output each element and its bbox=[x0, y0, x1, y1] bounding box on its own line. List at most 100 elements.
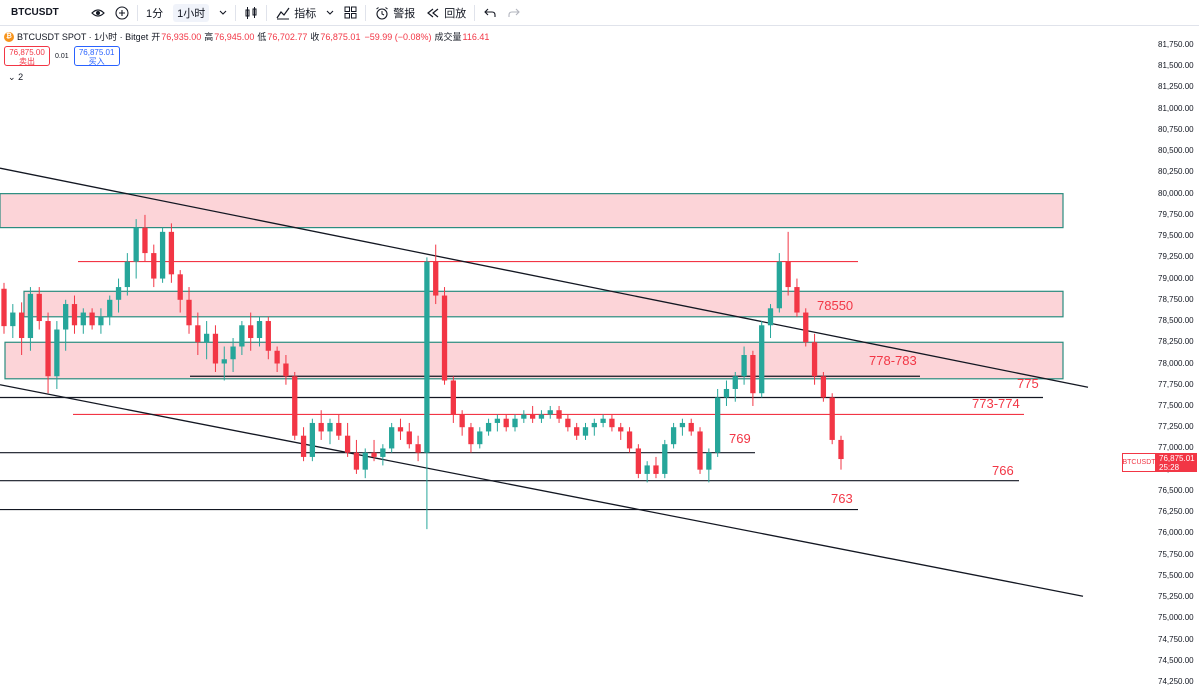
candle-body bbox=[389, 427, 395, 449]
rewind-icon bbox=[425, 5, 441, 21]
candle-body bbox=[415, 444, 421, 453]
candle-body bbox=[283, 363, 289, 377]
level-label-769: 769 bbox=[729, 431, 751, 446]
replay-button[interactable]: 回放 bbox=[420, 0, 471, 26]
candle-body bbox=[124, 261, 130, 288]
price-tick-label: 77,250.00 bbox=[1158, 422, 1194, 432]
candle-body bbox=[186, 299, 192, 326]
candle-body bbox=[538, 414, 545, 419]
chart-legend: ₿ BTCUSDT SPOT · 1小时 · Bitget 开 76,935.00… bbox=[4, 30, 489, 43]
candle-body bbox=[71, 304, 78, 326]
candle-body bbox=[380, 448, 386, 457]
interval-1m-button[interactable]: 1分 bbox=[146, 7, 164, 20]
current-price-value: 76,875.01 bbox=[1159, 454, 1195, 463]
price-tick-label: 79,500.00 bbox=[1158, 231, 1194, 241]
divider bbox=[266, 4, 268, 21]
redo-icon[interactable] bbox=[502, 0, 526, 26]
candle-body bbox=[89, 312, 95, 326]
indicators-toggle[interactable]: ⌄ 2 bbox=[8, 72, 23, 83]
watchlist-icon[interactable] bbox=[86, 0, 110, 26]
candle-body bbox=[168, 231, 175, 275]
candle-body bbox=[441, 295, 448, 381]
price-tick-label: 81,500.00 bbox=[1158, 61, 1194, 71]
sell-price: 76,875.00 bbox=[9, 48, 45, 57]
candle-body bbox=[230, 346, 236, 360]
candle-body bbox=[327, 422, 333, 432]
alarm-clock-icon bbox=[374, 5, 390, 21]
price-axis[interactable]: 81,750.00 81,500.00 81,250.00 81,000.00 80,7… bbox=[1146, 26, 1199, 700]
level-label-773-774: 773-774 bbox=[972, 396, 1020, 411]
candle-body bbox=[715, 397, 721, 453]
level-label-775: 775 bbox=[1017, 376, 1039, 391]
trend-line bbox=[0, 167, 1089, 388]
undo-icon[interactable] bbox=[478, 0, 502, 26]
layout-grid-icon[interactable] bbox=[339, 0, 362, 26]
price-tick-label: 75,500.00 bbox=[1158, 570, 1194, 580]
divider bbox=[365, 4, 367, 21]
price-tick-label: 81,000.00 bbox=[1158, 103, 1194, 113]
candle-body bbox=[195, 325, 201, 343]
price-tick-label: 81,750.00 bbox=[1158, 40, 1194, 49]
chevron-down-icon[interactable] bbox=[321, 0, 339, 26]
price-tick-label: 81,250.00 bbox=[1158, 82, 1194, 92]
price-tick-label: 77,500.00 bbox=[1158, 400, 1194, 410]
candle-body bbox=[274, 350, 280, 364]
chevron-down-icon[interactable] bbox=[214, 0, 232, 26]
trend-lines bbox=[0, 167, 1089, 597]
alert-button[interactable]: 警报 bbox=[369, 0, 420, 26]
candle-body bbox=[776, 261, 782, 309]
legend-low-label: 低 bbox=[257, 32, 267, 42]
sell-button[interactable]: 76,875.00 卖出 bbox=[4, 46, 50, 66]
buy-button[interactable]: 76,875.01 买入 bbox=[73, 46, 120, 66]
indicators-button[interactable]: 指标 bbox=[270, 0, 321, 26]
candle-body bbox=[203, 333, 210, 343]
add-symbol-icon[interactable] bbox=[110, 0, 134, 26]
candle-body bbox=[300, 435, 307, 457]
candle-body bbox=[600, 418, 606, 423]
price-tick-label: 76,250.00 bbox=[1158, 507, 1194, 517]
trend-line bbox=[0, 384, 1084, 597]
legend-close-value: 76,875.01 bbox=[320, 31, 361, 42]
buy-price: 76,875.01 bbox=[78, 48, 115, 57]
level-label-778-783: 778-783 bbox=[869, 353, 917, 368]
current-price-symbol: BTCUSDT bbox=[1122, 453, 1156, 472]
candle-body bbox=[371, 452, 377, 457]
price-tick-label: 78,500.00 bbox=[1158, 316, 1194, 326]
candle-body bbox=[36, 293, 42, 322]
top-toolbar: BTCUSDT 1分 1小时 指标 警报 回放 bbox=[0, 0, 1199, 26]
price-tick-label: 77,000.00 bbox=[1158, 443, 1194, 453]
candle-body bbox=[644, 465, 650, 474]
interval-1h-button[interactable]: 1小时 bbox=[173, 3, 210, 22]
price-tick-label: 74,500.00 bbox=[1158, 655, 1194, 665]
candle-body bbox=[45, 321, 51, 377]
candle-body bbox=[159, 231, 166, 279]
candle-body bbox=[582, 427, 589, 436]
indicators-icon bbox=[275, 5, 291, 21]
candle-body bbox=[248, 325, 254, 339]
candle-body bbox=[336, 422, 342, 436]
bar-countdown: 25:28 bbox=[1159, 463, 1180, 472]
legend-high-value: 76,945.00 bbox=[214, 31, 255, 42]
price-chart[interactable] bbox=[0, 26, 1146, 700]
supply-zone bbox=[23, 290, 1064, 318]
symbol-box-wrap: BTCUSDT bbox=[0, 0, 86, 26]
price-tick-label: 80,500.00 bbox=[1158, 146, 1194, 156]
current-price-values: 76,875.01 25:28 bbox=[1156, 453, 1195, 472]
candle-body bbox=[626, 431, 633, 449]
alert-label: 警报 bbox=[393, 7, 416, 20]
candle-body bbox=[556, 410, 562, 419]
candle-body bbox=[424, 261, 430, 453]
candle-body bbox=[697, 431, 703, 470]
candle-body bbox=[239, 325, 245, 347]
candle-body bbox=[503, 418, 509, 428]
candle-body bbox=[151, 253, 157, 279]
legend-low-value: 76,702.77 bbox=[267, 31, 308, 42]
price-tick-label: 76,500.00 bbox=[1158, 485, 1194, 495]
symbol-search-button[interactable]: BTCUSDT bbox=[11, 7, 59, 18]
legend-high-label: 高 bbox=[204, 32, 214, 42]
candle-body bbox=[723, 388, 730, 398]
candle-body bbox=[256, 321, 263, 339]
candle-body bbox=[468, 427, 474, 445]
price-tick-label: 80,250.00 bbox=[1158, 167, 1194, 177]
candles-icon[interactable] bbox=[239, 0, 263, 26]
